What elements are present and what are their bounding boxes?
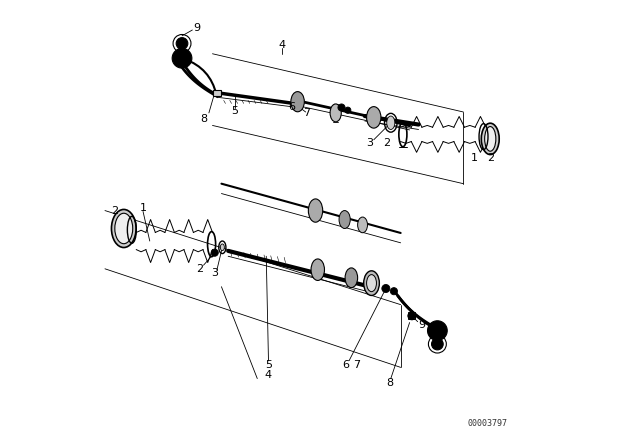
Ellipse shape bbox=[220, 244, 225, 251]
Bar bbox=[213, 90, 221, 96]
Circle shape bbox=[338, 104, 345, 111]
Ellipse shape bbox=[484, 127, 496, 151]
Circle shape bbox=[408, 312, 416, 320]
Circle shape bbox=[428, 321, 447, 340]
Text: 9: 9 bbox=[419, 320, 426, 330]
Text: 00003797: 00003797 bbox=[468, 419, 508, 428]
Ellipse shape bbox=[345, 268, 358, 288]
Ellipse shape bbox=[291, 92, 305, 112]
Ellipse shape bbox=[481, 123, 499, 155]
Circle shape bbox=[382, 284, 390, 293]
Text: 4: 4 bbox=[278, 40, 285, 50]
Circle shape bbox=[344, 107, 351, 113]
Circle shape bbox=[390, 288, 397, 295]
Text: 6: 6 bbox=[342, 360, 349, 370]
Ellipse shape bbox=[358, 217, 367, 233]
Ellipse shape bbox=[311, 259, 324, 280]
Text: 9: 9 bbox=[193, 23, 200, 33]
Ellipse shape bbox=[308, 199, 323, 222]
Text: 8: 8 bbox=[200, 114, 207, 124]
Circle shape bbox=[431, 338, 443, 350]
Bar bbox=[408, 312, 415, 319]
Circle shape bbox=[177, 54, 186, 63]
Text: 2: 2 bbox=[488, 153, 495, 163]
Circle shape bbox=[211, 249, 218, 256]
Text: 7: 7 bbox=[303, 108, 310, 118]
Ellipse shape bbox=[330, 104, 341, 122]
Text: 2: 2 bbox=[196, 264, 204, 274]
Text: 5: 5 bbox=[232, 106, 238, 116]
Text: 2: 2 bbox=[383, 138, 390, 148]
Text: 3: 3 bbox=[211, 268, 218, 278]
Ellipse shape bbox=[387, 116, 395, 129]
Text: 4: 4 bbox=[265, 370, 272, 380]
Text: 1: 1 bbox=[471, 153, 478, 163]
Text: 1: 1 bbox=[140, 203, 147, 213]
Ellipse shape bbox=[339, 211, 350, 228]
Ellipse shape bbox=[364, 271, 380, 296]
Circle shape bbox=[172, 48, 192, 68]
Text: 6: 6 bbox=[289, 102, 296, 112]
Text: 3: 3 bbox=[366, 138, 372, 148]
Ellipse shape bbox=[111, 210, 136, 247]
Text: 5: 5 bbox=[265, 360, 272, 370]
Ellipse shape bbox=[367, 275, 376, 292]
Text: 8: 8 bbox=[386, 378, 393, 388]
Text: 2: 2 bbox=[111, 207, 118, 216]
Circle shape bbox=[433, 326, 442, 335]
Ellipse shape bbox=[115, 213, 132, 244]
Text: 7: 7 bbox=[353, 360, 360, 370]
Ellipse shape bbox=[367, 107, 381, 128]
Circle shape bbox=[176, 38, 188, 49]
